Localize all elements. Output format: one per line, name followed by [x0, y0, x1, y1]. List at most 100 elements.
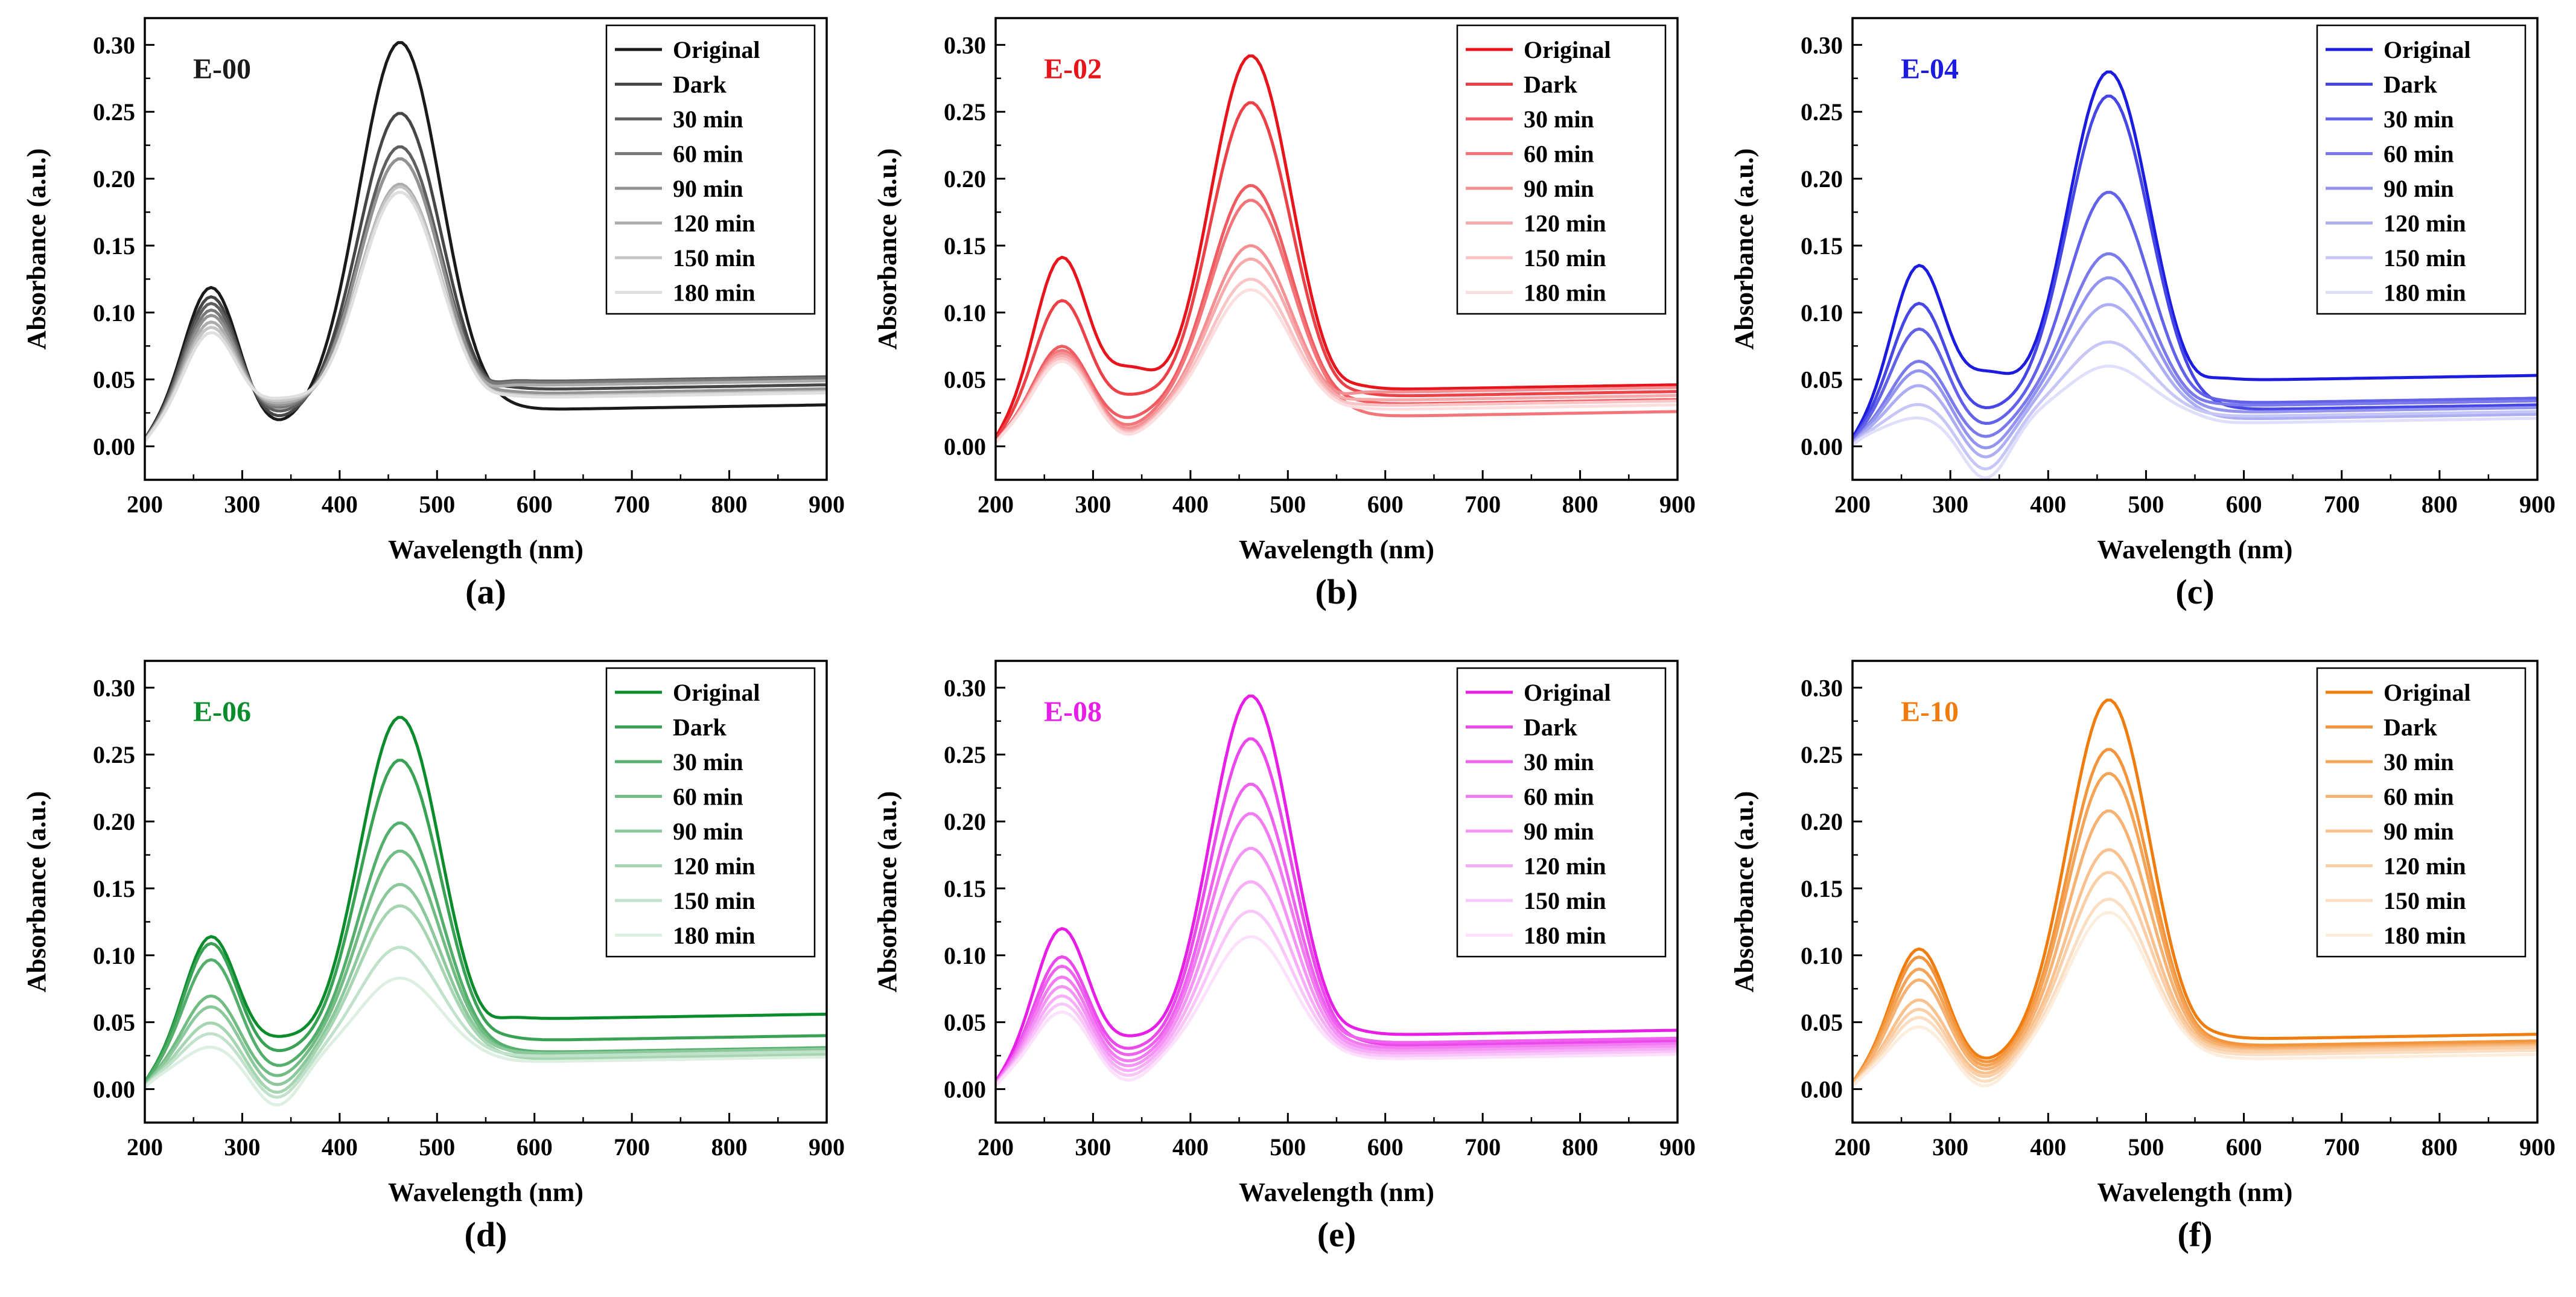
- y-axis-label: Absorbance (a.u.): [1729, 791, 1759, 993]
- legend-entry: Original: [1524, 36, 1611, 63]
- y-tick-label: 0.25: [1801, 741, 1843, 768]
- series-line-dark: [145, 759, 827, 1083]
- series-line-90-min: [1852, 276, 2537, 450]
- y-axis-label: Absorbance (a.u.): [873, 148, 902, 350]
- series-lines: [996, 54, 1678, 444]
- y-tick-label: 0.15: [944, 875, 986, 902]
- panel-caption: (c): [2175, 572, 2214, 611]
- series-line-120-min: [1852, 871, 2537, 1087]
- panel-caption: (a): [465, 572, 506, 611]
- legend-entry: 150 min: [673, 244, 755, 272]
- series-lines: [996, 694, 1678, 1087]
- series-line-150-min: [145, 946, 827, 1099]
- x-tick-label: 800: [1562, 491, 1598, 518]
- series-line-120-min: [1852, 303, 2537, 459]
- legend-entry: 60 min: [1524, 141, 1594, 168]
- legend-entry: 180 min: [673, 922, 755, 949]
- series-line-180-min: [145, 977, 827, 1107]
- y-tick-label: 0.15: [1801, 232, 1843, 260]
- legend-entry: 150 min: [2384, 887, 2466, 914]
- legend-entry: 180 min: [1524, 922, 1606, 949]
- y-tick-label: 0.15: [93, 232, 135, 260]
- y-axis-label: Absorbance (a.u.): [22, 791, 51, 993]
- legend-entry: 120 min: [673, 210, 755, 237]
- panel-caption: (f): [2178, 1215, 2213, 1254]
- y-tick-label: 0.00: [944, 1076, 986, 1103]
- panel-f: 200 300 400 500 600 700 800 900 0.00 0.05 0.10 0.15…: [1729, 660, 2555, 1254]
- legend-entry: 150 min: [673, 887, 755, 914]
- series-line-180-min: [996, 288, 1678, 444]
- series-lines: [1852, 70, 2537, 480]
- series-line-dark: [996, 101, 1678, 441]
- x-tick-label: 900: [2519, 1133, 2555, 1161]
- legend-entry: 120 min: [1524, 853, 1606, 880]
- x-tick-label: 600: [1367, 491, 1404, 518]
- panel-e: 200 300 400 500 600 700 800 900 0.00 0.05 0.10 0.15…: [873, 660, 1696, 1254]
- x-axis-label: Wavelength (nm): [388, 1177, 584, 1207]
- y-tick-label: 0.05: [1801, 366, 1843, 394]
- x-tick-label: 500: [2128, 491, 2164, 518]
- panel-caption: (d): [465, 1215, 507, 1254]
- series-line-120-min: [145, 904, 827, 1094]
- series-line-dark: [996, 737, 1678, 1084]
- y-tick-label: 0.10: [944, 299, 986, 327]
- y-tick-label: 0.00: [944, 433, 986, 460]
- series-line-original: [996, 694, 1678, 1083]
- legend-entry: 30 min: [2384, 748, 2454, 776]
- y-tick-label: 0.20: [1801, 165, 1843, 193]
- y-tick-label: 0.20: [93, 808, 135, 835]
- sample-label: E-04: [1901, 53, 1959, 85]
- legend-entry: 30 min: [1524, 748, 1594, 776]
- y-tick-label: 0.30: [1801, 674, 1843, 701]
- panel-b: 200 300 400 500 600 700 800 900 0.00 0.05 0.10 0.15…: [873, 17, 1696, 611]
- series-line-90-min: [996, 244, 1678, 444]
- x-tick-label: 200: [978, 1133, 1014, 1161]
- y-tick-label: 0.15: [93, 875, 135, 902]
- y-tick-label: 0.30: [944, 31, 986, 59]
- legend-entry: 90 min: [1524, 175, 1594, 202]
- x-tick-label: 700: [1465, 1133, 1501, 1161]
- panel-caption: (b): [1315, 572, 1358, 611]
- series-line-150-min: [1852, 897, 2537, 1088]
- series-line-150-min: [996, 910, 1678, 1087]
- x-tick-label: 800: [2422, 1133, 2458, 1161]
- y-tick-label: 0.30: [944, 674, 986, 701]
- legend-entry: 120 min: [2384, 853, 2466, 880]
- x-axis-label: Wavelength (nm): [2097, 535, 2293, 564]
- legend-entry: 30 min: [2384, 106, 2454, 133]
- legend: Original Dark 30 min 60 min 90 min 120 min 150…: [605, 667, 816, 958]
- x-tick-label: 300: [1932, 491, 1968, 518]
- x-tick-label: 900: [809, 491, 845, 518]
- x-tick-label: 700: [1465, 491, 1501, 518]
- x-tick-label: 400: [322, 1133, 358, 1161]
- legend-entry: Original: [1524, 679, 1611, 706]
- legend-entry: 60 min: [673, 141, 743, 168]
- series-line-original: [145, 716, 827, 1083]
- series-line-180-min: [1852, 911, 2537, 1088]
- x-tick-label: 800: [2422, 491, 2458, 518]
- y-tick-label: 0.25: [1801, 98, 1843, 126]
- sample-label: E-00: [193, 53, 251, 85]
- legend-entry: 30 min: [1524, 106, 1594, 133]
- series-line-180-min: [1852, 365, 2537, 480]
- x-tick-label: 500: [2128, 1133, 2164, 1161]
- x-tick-label: 300: [224, 491, 260, 518]
- y-tick-label: 0.05: [944, 366, 986, 394]
- x-tick-label: 500: [1270, 491, 1306, 518]
- y-tick-label: 0.15: [1801, 875, 1843, 902]
- legend-entry: 120 min: [673, 853, 755, 880]
- y-tick-label: 0.00: [93, 433, 135, 460]
- y-tick-label: 0.25: [944, 98, 986, 126]
- y-tick-label: 0.30: [93, 674, 135, 701]
- series-line-30-min: [996, 783, 1678, 1085]
- sample-label: E-08: [1044, 696, 1102, 728]
- x-tick-label: 400: [322, 491, 358, 518]
- legend-entry: Dark: [1524, 71, 1578, 98]
- x-tick-label: 400: [2030, 491, 2066, 518]
- legend-entry: 180 min: [673, 279, 755, 307]
- y-tick-label: 0.05: [93, 1009, 135, 1036]
- series-line-180-min: [145, 191, 827, 442]
- legend-entry: 120 min: [1524, 210, 1606, 237]
- legend: Original Dark 30 min 60 min 90 min 120 min 150…: [2316, 24, 2527, 315]
- x-tick-label: 700: [2324, 491, 2360, 518]
